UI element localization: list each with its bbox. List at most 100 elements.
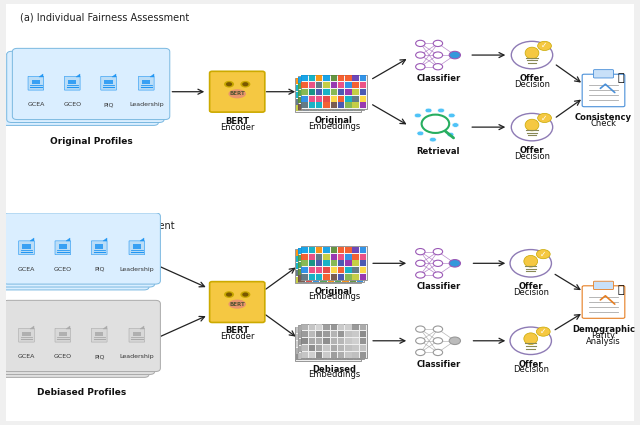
Bar [316,274,323,280]
Circle shape [536,249,550,259]
Bar [339,105,346,111]
Bar [345,75,351,81]
Text: Retrieval: Retrieval [416,147,460,156]
Text: 👍: 👍 [618,73,625,83]
Ellipse shape [524,333,538,345]
Text: Debiased Profiles: Debiased Profiles [37,388,126,397]
Text: Original Profiles: Original Profiles [50,137,132,146]
Text: PIQ: PIQ [104,102,114,107]
Circle shape [452,123,459,128]
Bar [330,261,337,266]
Bar [301,338,308,344]
Bar [298,339,305,346]
Bar [342,353,349,359]
Text: Decision: Decision [513,288,548,297]
Bar [321,339,327,346]
Bar [321,248,327,254]
Bar [296,270,302,276]
Bar [347,277,353,283]
Bar [313,83,319,89]
Bar [335,83,341,89]
Text: Decision: Decision [514,152,550,161]
FancyBboxPatch shape [32,79,40,84]
Bar [310,277,317,283]
Bar [301,324,308,330]
Bar [301,75,308,81]
Bar [339,78,346,84]
FancyBboxPatch shape [301,75,367,109]
Bar [316,338,323,344]
Bar [354,354,360,360]
Circle shape [414,113,421,118]
Bar [339,270,346,276]
Polygon shape [30,326,34,329]
Bar [360,89,366,95]
Bar [308,247,315,253]
Bar [303,256,309,263]
Bar [354,78,360,84]
Text: BERT: BERT [229,91,245,96]
Bar [306,97,312,103]
Bar [342,104,349,110]
Bar [347,256,353,263]
Bar [338,324,344,330]
Bar [325,348,332,354]
Bar [347,270,353,276]
Bar [313,326,319,332]
Bar [303,327,309,333]
Circle shape [433,260,443,266]
Bar [310,105,317,111]
Bar [313,275,319,281]
FancyBboxPatch shape [593,70,614,78]
Bar [317,92,324,98]
Bar [313,97,319,103]
Bar [339,277,346,283]
Bar [323,89,330,95]
Text: Leadership: Leadership [129,102,164,107]
Bar [301,89,308,95]
Circle shape [433,326,443,332]
Bar [317,256,324,263]
Bar [335,275,341,281]
Bar [308,261,315,266]
Bar [313,76,319,82]
Bar [330,274,337,280]
Circle shape [510,249,552,277]
Bar [342,97,349,103]
Circle shape [415,337,425,344]
Ellipse shape [524,255,538,267]
Bar [298,76,305,82]
Bar [308,254,315,260]
FancyBboxPatch shape [298,325,364,359]
Bar [298,346,305,352]
Circle shape [433,52,443,58]
Bar [310,85,317,91]
FancyBboxPatch shape [22,244,31,249]
Bar [313,255,319,261]
FancyBboxPatch shape [295,77,361,112]
Text: Offer: Offer [520,74,544,83]
Bar [310,78,317,84]
Bar [354,334,360,340]
Bar [306,269,312,275]
Bar [296,264,302,269]
Bar [354,85,360,91]
Bar [308,267,315,273]
Bar [313,90,319,96]
Circle shape [536,327,550,336]
Bar [303,354,309,360]
Bar [328,97,334,103]
Bar [325,105,332,111]
Bar [345,96,351,102]
Bar [347,85,353,91]
Bar [339,341,346,347]
Circle shape [415,326,425,332]
Polygon shape [102,326,107,329]
Bar [306,326,312,332]
Text: GCEA: GCEA [18,354,35,359]
Bar [306,353,312,359]
Circle shape [510,327,552,354]
FancyBboxPatch shape [95,332,104,336]
Bar [310,270,317,276]
Bar [353,345,359,351]
